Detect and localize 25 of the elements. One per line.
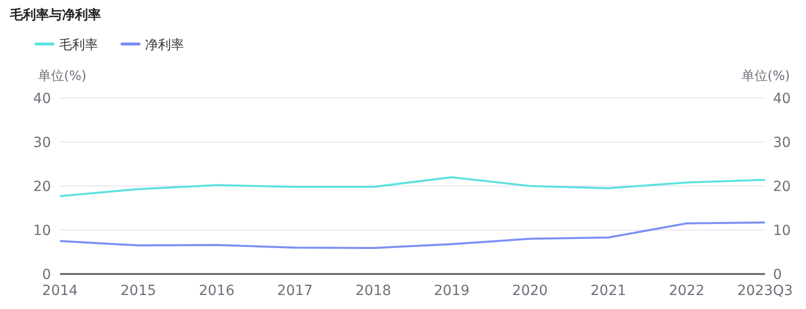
- y2-tick-label: 30: [773, 135, 791, 151]
- y2-tick-label: 10: [773, 223, 791, 239]
- x-tick-label: 2014: [42, 283, 78, 299]
- x-tick-label: 2022: [668, 283, 704, 299]
- y-tick-label: 20: [33, 179, 51, 195]
- legend-label: 净利率: [145, 37, 184, 53]
- y2-tick-label: 20: [773, 179, 791, 195]
- y2-axis-title: 单位(%): [742, 69, 790, 84]
- y-tick-label: 10: [33, 223, 51, 239]
- y-tick-label: 0: [42, 267, 51, 283]
- legend-label: 毛利率: [59, 37, 98, 53]
- x-tick-label: 2023Q3: [737, 283, 793, 299]
- x-tick-label: 2020: [512, 283, 548, 299]
- x-tick-label: 2017: [277, 283, 313, 299]
- y-tick-label: 40: [33, 91, 51, 107]
- y-tick-label: 30: [33, 135, 51, 151]
- x-tick-label: 2016: [198, 283, 235, 299]
- y2-tick-label: 40: [773, 91, 791, 107]
- x-tick-label: 2015: [120, 283, 156, 299]
- y-axis-title: 单位(%): [38, 69, 86, 84]
- x-tick-label: 2021: [590, 283, 626, 299]
- chart-title: 毛利率与净利率: [9, 7, 101, 23]
- x-tick-label: 2019: [434, 283, 470, 299]
- y2-tick-label: 0: [773, 267, 782, 283]
- x-tick-label: 2018: [356, 283, 392, 299]
